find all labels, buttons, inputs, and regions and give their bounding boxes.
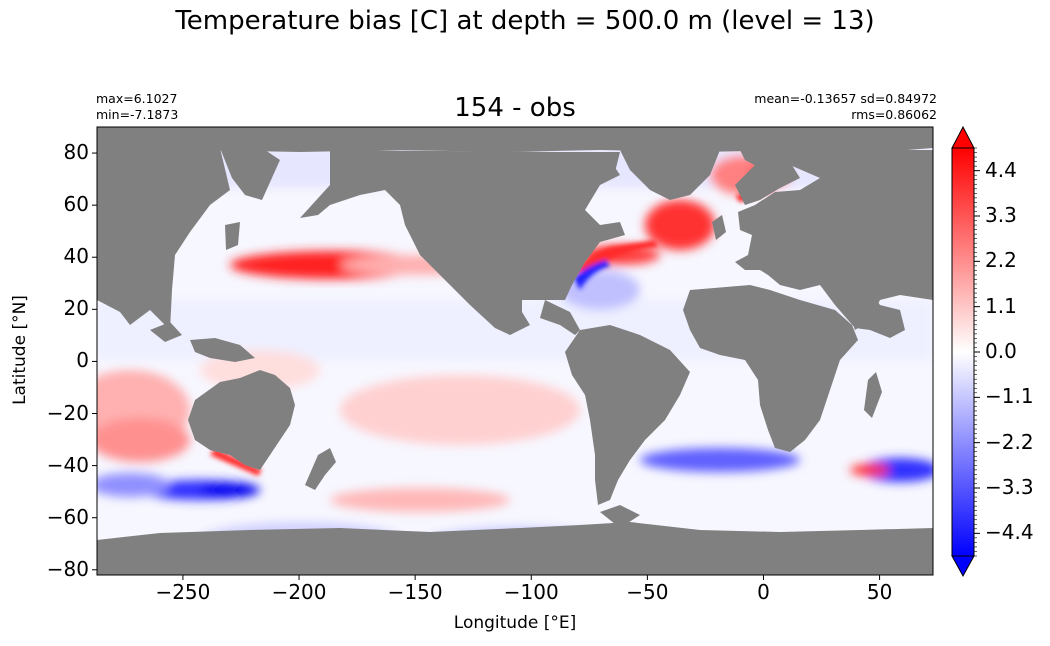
- land-arctic: [97, 127, 933, 152]
- stats-right: mean=-0.13657 sd=0.84972 rms=0.86062: [754, 91, 937, 123]
- y-tick-label: 0: [76, 348, 89, 373]
- australia-warm-edge: [210, 448, 262, 476]
- figure-suptitle: Temperature bias [C] at depth = 500.0 m …: [175, 6, 875, 36]
- land-arabia: [820, 285, 905, 338]
- axes-title: 154 - obs: [454, 93, 576, 123]
- x-tick-label: −150: [387, 580, 443, 604]
- x-axis-label: Longitude [°E]: [453, 613, 577, 633]
- land-madagascar: [864, 372, 882, 418]
- stat-mean-sd: mean=-0.13657 sd=0.84972: [754, 91, 937, 106]
- y-tick-marks: [92, 152, 97, 571]
- y-tick-label: −40: [46, 452, 89, 477]
- land-new-guinea: [190, 338, 255, 362]
- colorbar-tick-label: −2.2: [985, 429, 1034, 454]
- land-kamchatka: [220, 148, 280, 200]
- colorbar-tick-label: 0.0: [985, 339, 1017, 363]
- x-tick-marks: [182, 575, 881, 580]
- land-antarctic-peninsula: [600, 505, 640, 528]
- colorbar-extend-high: [951, 125, 975, 149]
- colorbar-tick-marks: [974, 147, 980, 557]
- colorbar-tick-label: 4.4: [985, 157, 1017, 182]
- land-canada-arctic: [560, 152, 620, 180]
- land-borneo: [150, 322, 182, 342]
- land-australia: [188, 370, 295, 470]
- land-japan: [225, 222, 240, 250]
- x-tick-label: 0: [757, 580, 770, 604]
- y-tick-label: −20: [46, 400, 89, 425]
- land-central-america: [540, 300, 580, 335]
- y-axis-label: Latitude [°N]: [10, 295, 30, 405]
- y-tick-label: 80: [63, 140, 89, 165]
- land-north-america: [300, 150, 625, 335]
- x-tick-label: 50: [866, 580, 893, 604]
- x-tick-label: −200: [271, 580, 327, 604]
- colorbar-extend-low: [951, 555, 975, 578]
- stat-min: min=-7.1873: [96, 107, 179, 122]
- colorbar-tick-label: 3.3: [985, 203, 1017, 227]
- stats-left: max=6.1027 min=-7.1873: [96, 91, 178, 123]
- colorbar-tick-label: 2.2: [985, 248, 1017, 273]
- stat-rms: rms=0.86062: [851, 107, 937, 122]
- land-british-isles: [712, 215, 726, 240]
- land-south-america: [565, 325, 690, 505]
- stat-max: max=6.1027: [96, 91, 178, 106]
- colorbar-tick-label: 1.1: [985, 293, 1017, 318]
- colorbar-tick-label: −4.4: [985, 520, 1034, 545]
- y-tick-label: −80: [46, 556, 89, 581]
- colorbar-tick-label: −3.3: [985, 475, 1034, 499]
- land-scandinavia: [735, 160, 800, 205]
- x-tick-label: −50: [626, 580, 669, 604]
- land: [97, 127, 933, 575]
- y-tick-label: −60: [46, 504, 89, 529]
- map-plot-area: [97, 127, 933, 575]
- y-tick-label: 20: [63, 296, 89, 321]
- colorbar-gradient: [952, 148, 974, 556]
- land-new-zealand: [305, 448, 336, 490]
- land-antarctica: [97, 522, 933, 575]
- x-tick-label: −100: [503, 580, 559, 604]
- land-africa: [683, 285, 858, 452]
- colorbar-tick-label: −1.1: [985, 384, 1034, 409]
- x-tick-label: −250: [155, 580, 211, 604]
- y-tick-label: 60: [63, 192, 89, 217]
- gulf-stream-cold: [574, 260, 610, 290]
- colorbar: [951, 125, 980, 578]
- land-eurasia: [735, 150, 933, 330]
- land-asia-west: [97, 148, 230, 330]
- axes-frame: [96, 126, 934, 576]
- land-greenland: [620, 150, 720, 200]
- y-tick-label: 40: [63, 244, 89, 269]
